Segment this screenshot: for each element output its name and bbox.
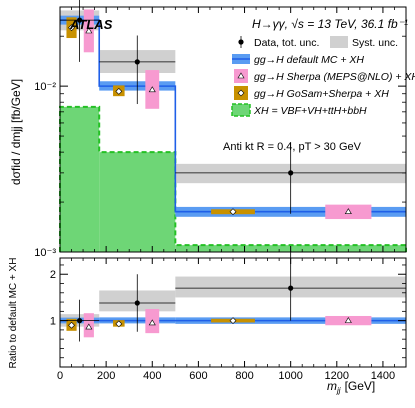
ratio-panel (60, 251, 406, 342)
ratio-gosam-marker (115, 320, 123, 328)
xh-bar (99, 152, 176, 252)
xh-bar (60, 106, 100, 252)
gosam-marker (115, 87, 123, 95)
x-tick-label: 600 (189, 370, 207, 382)
axes: 0 200 400 600 800 1000 1200 1400 10⁻³ 10⁻² 1 2 (34, 6, 406, 382)
experiment-label: ATLAS (69, 17, 113, 32)
x-axis-label-sub: jj (336, 386, 341, 395)
ratio-panel-frame (59, 257, 407, 368)
data-point (288, 170, 294, 176)
legend-label: XH = VBF+VH+ttH+bbH (253, 105, 367, 117)
legend-label: gg→H default MC + XH (254, 54, 364, 66)
ratio-sherpa-marker (344, 317, 352, 323)
y-tick-label: 10⁻³ (34, 247, 56, 259)
sherpa-marker (344, 208, 352, 214)
x-axis-label-unit: [GeV] (345, 379, 376, 393)
ratio-gosam-marker (229, 317, 237, 325)
legend-gosam-marker (237, 89, 245, 97)
x-axis-label: mjj [GeV] (327, 379, 375, 395)
legend-label: Syst. unc. (352, 37, 398, 49)
ratio-sherpa-marker (85, 323, 93, 330)
gosam-marker (229, 208, 237, 216)
process-label: H→γγ, √s = 13 TeV, 36.1 fb⁻¹ (252, 17, 408, 31)
legend-data-marker (238, 39, 244, 45)
ratio-gosam-marker (68, 321, 75, 329)
legend-label: Data, tot. unc. (254, 37, 319, 49)
y-axis-label-ratio: Ratio to default MC + XH (8, 258, 19, 369)
ratio-data-point (134, 300, 140, 306)
x-tick-label: 800 (235, 370, 253, 382)
x-tick-label: 200 (97, 370, 115, 382)
sherpa-marker (85, 27, 93, 34)
ratio-y-tick-label: 1 (50, 316, 56, 328)
xh-outline (59, 105, 407, 252)
x-tick-label: 400 (143, 370, 161, 382)
legend-sherpa-marker (237, 72, 245, 79)
x-tick-label: 0 (57, 370, 63, 382)
ratio-data-point (77, 318, 83, 324)
ratio-y-tick-label: 2 (50, 269, 56, 281)
x-axis-label-main: m (327, 379, 337, 393)
legend-xh-swatch (231, 103, 251, 117)
x-tick-label: 1000 (278, 370, 302, 382)
data-point (134, 59, 140, 65)
top-panel (59, 0, 407, 252)
legend-label: gg→H Sherpa (MEPS@NLO) + XH (254, 71, 415, 83)
legend-label: gg→H GoSam+Sherpa + XH (254, 88, 389, 100)
sherpa-marker (148, 86, 156, 93)
legend: Data, tot. unc. Syst. unc. gg→H default MC… (231, 36, 415, 117)
x-tick-label: 1400 (371, 370, 395, 382)
data-point (77, 17, 83, 23)
y-axis-label-top: dσfid / dmjj [fb/GeV] (9, 79, 23, 185)
legend-syst-swatch (330, 36, 348, 48)
ratio-data-point (288, 285, 294, 291)
gosam-marker (68, 24, 75, 32)
y-tick-label: 10⁻² (34, 81, 56, 93)
jet-label: Anti kt R = 0.4, pT > 30 GeV (223, 141, 362, 153)
x-tick-label: 1200 (325, 370, 349, 382)
ratio-sherpa-marker (148, 319, 156, 326)
